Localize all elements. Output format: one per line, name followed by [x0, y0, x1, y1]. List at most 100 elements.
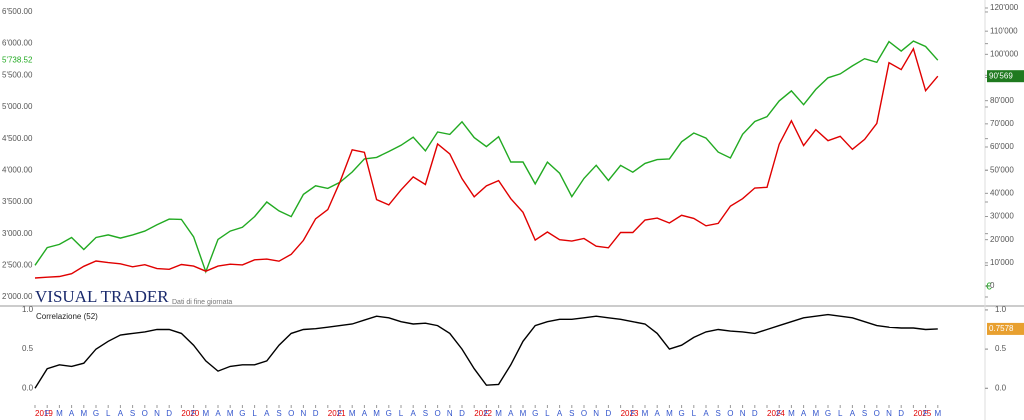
x-tick-label: F — [45, 409, 50, 418]
tick-label: 40'000 — [990, 188, 1014, 197]
last-value-tag — [987, 322, 1024, 335]
x-tick-label: A — [850, 409, 856, 418]
x-tick-label: M — [642, 409, 649, 418]
tick-label: 50'000 — [990, 165, 1014, 174]
last-value-tag — [987, 70, 1024, 83]
x-tick-label: O — [434, 409, 440, 418]
x-tick-label: O — [874, 409, 880, 418]
series-line — [34, 40, 939, 274]
x-tick-label: M — [202, 409, 209, 418]
x-tick-label: O — [142, 409, 148, 418]
tick-label: 3'000.00 — [2, 229, 33, 238]
x-tick-label: F — [338, 409, 343, 418]
x-tick-label: M — [495, 409, 502, 418]
x-tick-label: A — [118, 409, 124, 418]
x-tick-label: M — [666, 409, 673, 418]
tick-label: 3'500.00 — [2, 197, 33, 206]
x-tick-label: A — [69, 409, 75, 418]
x-tick-label: S — [716, 409, 721, 418]
x-tick-label: F — [630, 409, 635, 418]
tick-label: 110'000 — [990, 26, 1018, 35]
x-tick-label: A — [557, 409, 563, 418]
currency: € — [986, 282, 992, 293]
panel-title: Correlazione (52) — [36, 312, 98, 321]
x-tick-label: S — [569, 409, 574, 418]
x-tick-label: G — [93, 409, 99, 418]
x-tick-label: S — [276, 409, 281, 418]
x-tick-label: G — [386, 409, 392, 418]
last-value-label: 5'738.52 — [2, 55, 33, 64]
x-tick-label: A — [362, 409, 368, 418]
x-tick-label: N — [740, 409, 746, 418]
tick-label: 0 — [990, 281, 995, 290]
x-tick-label: M — [520, 409, 527, 418]
x-tick-label: L — [252, 409, 257, 418]
tick-label: 120'000 — [990, 3, 1019, 12]
x-tick-label: S — [862, 409, 867, 418]
x-tick-label: 2024 — [767, 409, 785, 418]
x-tick-label: F — [191, 409, 196, 418]
x-tick-label: D — [313, 409, 319, 418]
x-tick-label: 2019 — [35, 409, 53, 418]
x-tick-label: M — [788, 409, 795, 418]
tick-label: 20'000 — [990, 235, 1014, 244]
x-tick-label: N — [886, 409, 892, 418]
x-tick-label: F — [484, 409, 489, 418]
x-tick-label: M — [349, 409, 356, 418]
x-tick-label: M — [227, 409, 234, 418]
x-tick-label: L — [106, 409, 111, 418]
x-tick-label: A — [801, 409, 807, 418]
tick-label: 0.5 — [22, 344, 34, 353]
x-tick-label: N — [447, 409, 453, 418]
tick-label: 5'000.00 — [2, 102, 33, 111]
last-value-label: 0.7578 — [989, 324, 1014, 333]
x-tick-label: O — [727, 409, 733, 418]
tick-label: 4'500.00 — [2, 134, 33, 143]
x-tick-label: L — [399, 409, 404, 418]
tick-label: 80'000 — [990, 96, 1014, 105]
x-tick-label: N — [154, 409, 160, 418]
x-tick-label: M — [56, 409, 63, 418]
x-tick-label: F — [777, 409, 782, 418]
tick-label: 4'000.00 — [2, 165, 33, 174]
tick-label: 70'000 — [990, 119, 1014, 128]
tick-label: 5'500.00 — [2, 70, 33, 79]
x-tick-label: A — [411, 409, 417, 418]
x-tick-label: 2023 — [621, 409, 639, 418]
tick-label: 2'000.00 — [2, 292, 33, 301]
tick-label: 2'500.00 — [2, 260, 33, 269]
x-tick-label: D — [752, 409, 758, 418]
tick-label: 6'000.00 — [2, 39, 33, 48]
x-tick-label: 2020 — [181, 409, 199, 418]
tick-label: 6'500.00 — [2, 7, 33, 16]
x-tick-label: S — [130, 409, 135, 418]
tick-label: 1.0 — [995, 305, 1007, 314]
x-tick-label: M — [80, 409, 87, 418]
tick-label: 60'000 — [990, 142, 1014, 151]
x-tick-label: M — [373, 409, 380, 418]
series-line — [34, 47, 939, 279]
x-tick-label: N — [301, 409, 307, 418]
x-tick-label: O — [581, 409, 587, 418]
x-tick-label: A — [215, 409, 221, 418]
x-tick-label: A — [264, 409, 270, 418]
x-tick-label: A — [508, 409, 514, 418]
series-line — [34, 313, 938, 389]
x-tick-label: G — [678, 409, 684, 418]
x-tick-label: G — [532, 409, 538, 418]
x-tick-label: 2021 — [328, 409, 346, 418]
brand-note: Dati di fine giornata — [172, 299, 232, 306]
x-tick-label: M — [812, 409, 819, 418]
x-tick-label: F — [923, 409, 928, 418]
tick-label: 10'000 — [990, 258, 1014, 267]
last-value-label: 90'569 — [989, 71, 1013, 80]
x-tick-label: A — [703, 409, 709, 418]
x-tick-label: L — [545, 409, 550, 418]
x-tick-label: G — [239, 409, 245, 418]
tick-label: 100'000 — [990, 49, 1019, 58]
x-tick-label: 2022 — [474, 409, 492, 418]
tick-label: 0.0 — [22, 383, 34, 392]
x-tick-label: 2025 — [913, 409, 931, 418]
